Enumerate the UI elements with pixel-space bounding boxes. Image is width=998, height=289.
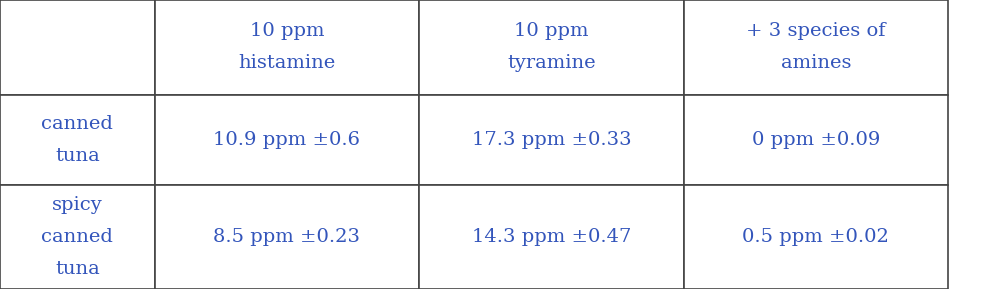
- Text: 10.9 ppm ±0.6: 10.9 ppm ±0.6: [214, 131, 360, 149]
- Text: 8.5 ppm ±0.23: 8.5 ppm ±0.23: [214, 228, 360, 246]
- Text: spicy
canned
tuna: spicy canned tuna: [41, 196, 114, 278]
- Bar: [0, 95, 155, 185]
- Bar: [419, 95, 684, 185]
- Text: 14.3 ppm ±0.47: 14.3 ppm ±0.47: [472, 228, 631, 246]
- Bar: [684, 95, 948, 185]
- Bar: [0, 185, 155, 289]
- Bar: [0, 0, 155, 95]
- Text: 0 ppm ±0.09: 0 ppm ±0.09: [751, 131, 880, 149]
- Text: 10 ppm
histamine: 10 ppm histamine: [239, 23, 335, 73]
- Bar: [419, 185, 684, 289]
- Text: 0.5 ppm ±0.02: 0.5 ppm ±0.02: [743, 228, 889, 246]
- Bar: [155, 185, 419, 289]
- Text: 17.3 ppm ±0.33: 17.3 ppm ±0.33: [472, 131, 631, 149]
- Text: + 3 species of
amines: + 3 species of amines: [747, 23, 885, 73]
- Bar: [684, 0, 948, 95]
- Bar: [155, 0, 419, 95]
- Bar: [155, 95, 419, 185]
- Text: canned
tuna: canned tuna: [41, 115, 114, 165]
- Text: 10 ppm
tyramine: 10 ppm tyramine: [507, 23, 596, 73]
- Bar: [419, 0, 684, 95]
- Bar: [684, 185, 948, 289]
